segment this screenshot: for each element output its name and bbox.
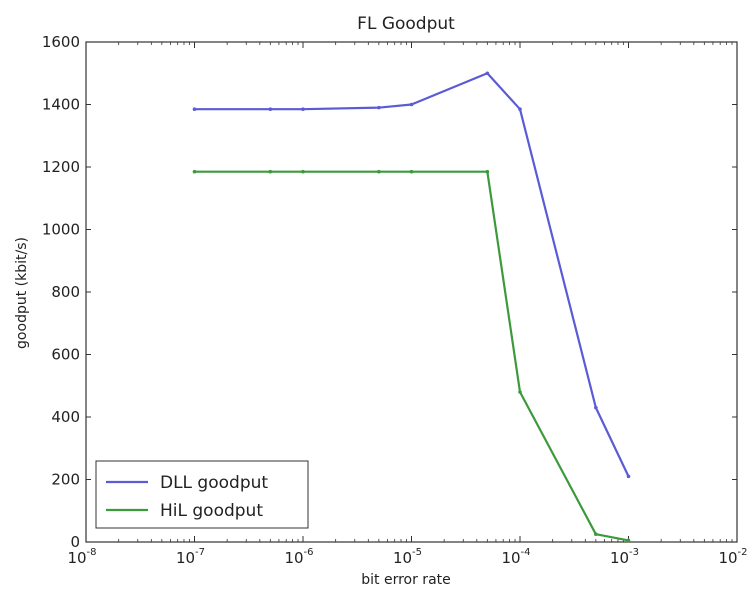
series-point-2 (268, 169, 273, 174)
series-point-1 (377, 105, 381, 110)
y-tick-label: 1200 (42, 158, 80, 176)
x-tick-label: 10-7 (176, 547, 205, 567)
series-point-1 (301, 107, 305, 111)
y-tick-label: 400 (51, 408, 80, 426)
y-axis-label: goodput (kbit/s) (14, 237, 30, 349)
series-point-1 (518, 107, 522, 111)
series-point-2 (409, 169, 414, 174)
y-tick-label: 600 (51, 346, 80, 364)
legend-box (95, 460, 309, 529)
series-point-2 (192, 169, 197, 174)
x-tick-label: 10-3 (610, 547, 639, 567)
plot-area: 0 200 400 600 800 1000 1200 1400 1600 10-8 10-7 10-… (42, 33, 748, 567)
y-tick-label: 1400 (42, 96, 80, 114)
x-tick-label: 10-8 (67, 547, 96, 567)
series-point-2 (594, 532, 598, 536)
y-tick-label: 0 (70, 533, 80, 551)
series-point-2 (485, 169, 490, 174)
series-point-2 (301, 169, 305, 174)
x-tick-label: 10-2 (718, 547, 747, 567)
series-point-1 (192, 107, 197, 111)
series-point-2 (518, 390, 522, 394)
y-tick-label: 200 (51, 471, 80, 489)
chart-title: FL Goodput (357, 14, 455, 34)
series-point-2 (626, 538, 631, 543)
series-point-2 (377, 169, 381, 174)
series-point-1 (626, 474, 631, 479)
legend-label-1: DLL goodput (160, 473, 268, 493)
series-point-1 (594, 405, 598, 410)
y-tick-label: 1000 (42, 221, 80, 239)
x-axis-label: bit error rate (361, 572, 451, 588)
x-tick-label: 10-5 (393, 547, 422, 567)
series-point-1 (268, 107, 273, 111)
series-point-1 (485, 71, 490, 76)
x-tick-label: 10-4 (501, 547, 530, 567)
y-tick-label: 800 (51, 283, 80, 301)
legend-label-2: HiL goodput (160, 501, 263, 521)
x-tick-label: 10-6 (284, 547, 313, 567)
y-tick-label: 1600 (42, 33, 80, 51)
series-line-1 (194, 72, 630, 477)
series-point-1 (409, 102, 414, 107)
